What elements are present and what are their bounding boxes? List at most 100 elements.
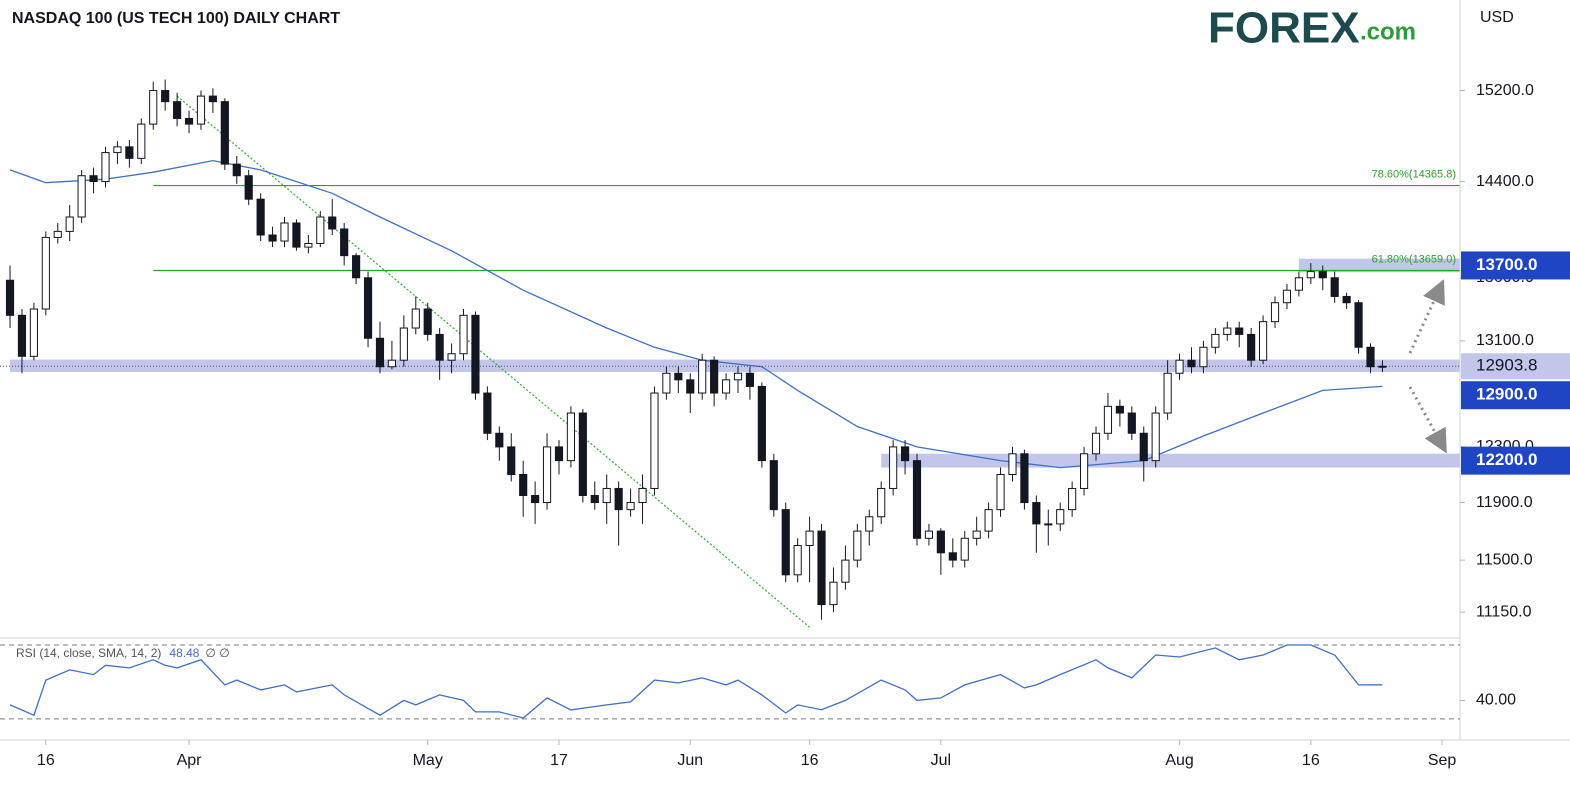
candle-body [507, 446, 516, 475]
candle-body [149, 90, 158, 125]
candle-body [196, 95, 206, 125]
last-price-box [1461, 353, 1570, 380]
candle-body [590, 494, 599, 504]
candle-body [841, 559, 850, 583]
candle-body [1139, 432, 1148, 462]
candle-body [924, 530, 934, 539]
candle-body [853, 530, 862, 561]
candle-body [1306, 271, 1315, 279]
level-label: 12200.0 [1476, 450, 1537, 469]
candle-body [578, 412, 587, 496]
candle-body [698, 359, 707, 394]
candle-body [936, 530, 945, 554]
rsi-value: 48.48 [169, 646, 199, 660]
candle-body [1091, 432, 1101, 455]
rsi-legend: RSI (14, close, SMA, 14, 2) [16, 646, 161, 660]
candle-body [793, 545, 802, 576]
candle-body [220, 101, 229, 165]
candle-body [1187, 359, 1196, 368]
x-tick-label: Jun [677, 752, 703, 769]
candle-body [77, 175, 86, 218]
level-label-box [1461, 251, 1570, 280]
candle-body [733, 372, 743, 381]
x-tick-label: May [413, 752, 443, 769]
candle-body [531, 494, 540, 504]
candle-body [1163, 372, 1172, 414]
level-label: 12900.0 [1476, 385, 1537, 404]
candle-body [1211, 333, 1220, 348]
chart-title: NASDAQ 100 (US TECH 100) DAILY CHART [12, 10, 340, 27]
candle-body [1056, 509, 1065, 525]
candle-body [1044, 523, 1053, 526]
candle-body [865, 516, 874, 532]
x-tick-label: 16 [1302, 752, 1320, 769]
candle-body [304, 242, 313, 248]
candle-body [495, 432, 504, 448]
candle-body [1282, 289, 1292, 304]
x-tick-label: 16 [37, 752, 55, 769]
candle-body [184, 117, 194, 125]
candle-body [1318, 271, 1327, 279]
candle-body [602, 487, 611, 504]
candle-body [686, 379, 695, 394]
x-tick-label: 16 [801, 752, 819, 769]
candle-body [411, 308, 420, 329]
candle-body [996, 473, 1005, 511]
candle-body [5, 279, 15, 316]
candle-body [829, 581, 838, 606]
candle-body [674, 372, 683, 381]
candle-body [984, 509, 993, 532]
candle-body [447, 353, 456, 361]
candle-body [817, 530, 826, 606]
candle-body [125, 146, 134, 159]
logo-suffix: .com [1360, 18, 1416, 45]
candle-body [89, 175, 98, 183]
x-tick-label: Jul [931, 752, 951, 769]
last-price-label: 12903.8 [1476, 356, 1537, 375]
candle-body [1175, 359, 1184, 374]
candle-body [232, 163, 241, 177]
candle-body [960, 537, 969, 561]
candle-body [877, 487, 886, 518]
candle-body [769, 460, 778, 511]
candle-body [781, 509, 790, 576]
candle-body [1020, 453, 1029, 504]
candle-body [650, 392, 659, 489]
candle-body [328, 216, 337, 230]
candle-body [1259, 321, 1268, 361]
fib-label: 78.60%(14365.8) [1372, 168, 1456, 180]
candle-body [53, 230, 62, 238]
candle-body [423, 308, 432, 335]
candle-body [244, 175, 253, 200]
candle-body [316, 216, 325, 244]
candle-body [173, 101, 182, 119]
candle-body [710, 359, 719, 394]
trendline [176, 95, 810, 628]
candle-body [41, 236, 50, 310]
candle-body [1378, 365, 1387, 368]
candle-body [375, 337, 385, 368]
level-label-box [1461, 381, 1570, 410]
candle-body [1342, 295, 1351, 304]
candle-body [363, 277, 373, 339]
x-tick-label: 17 [550, 752, 568, 769]
y-tick-label: 11150.0 [1476, 603, 1532, 620]
candle-body [614, 487, 623, 511]
currency: USD [1480, 9, 1514, 26]
candle-body [459, 314, 468, 355]
candle-body [1080, 453, 1089, 489]
candle-body [972, 530, 981, 539]
candle-body [757, 385, 766, 462]
candle-body [626, 502, 635, 511]
x-tick-label: Apr [177, 752, 203, 769]
candle-body [542, 446, 552, 504]
candle-body [1247, 333, 1256, 361]
candle-body [721, 379, 731, 394]
candle-body [399, 327, 408, 361]
candle-body [900, 446, 910, 462]
candle-body [1008, 453, 1017, 475]
candle-body [435, 333, 444, 361]
